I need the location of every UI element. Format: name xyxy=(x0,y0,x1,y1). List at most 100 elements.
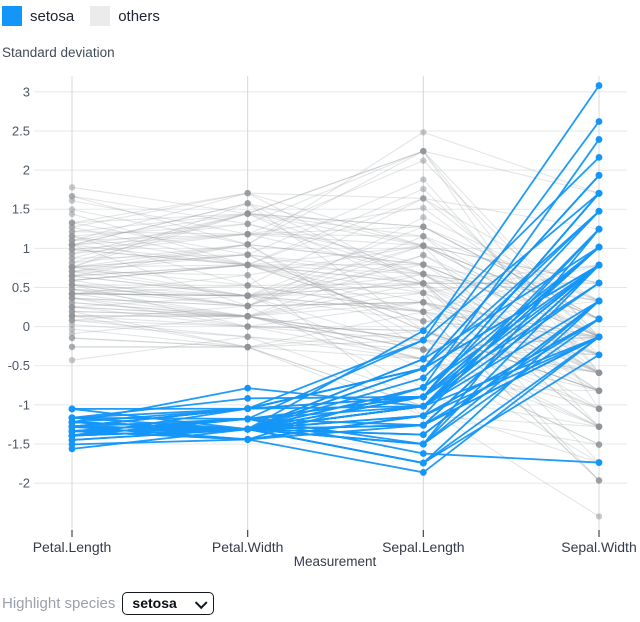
data-line-other xyxy=(71,197,600,302)
highlight-species-select[interactable]: setosa xyxy=(122,591,215,615)
data-line-other xyxy=(71,264,600,338)
data-point-other xyxy=(68,197,76,204)
data-point-setosa xyxy=(419,383,427,391)
data-line-other xyxy=(71,192,600,285)
data-line-other xyxy=(71,243,600,374)
legend-label-others: others xyxy=(118,7,160,25)
data-line-other xyxy=(71,337,600,410)
data-line-other xyxy=(71,131,600,245)
data-line-other xyxy=(71,264,600,374)
data-point-other xyxy=(420,195,427,202)
x-dim-label: Petal.Length xyxy=(33,539,112,555)
data-line-other xyxy=(71,319,600,428)
data-line-other xyxy=(71,310,600,392)
data-point-other xyxy=(244,210,251,217)
data-point-other xyxy=(244,241,251,248)
data-line-other xyxy=(71,274,600,428)
data-line-other xyxy=(71,288,600,338)
data-line-setosa xyxy=(71,210,600,431)
data-point-other xyxy=(68,356,76,364)
x-dim-label: Sepal.Width xyxy=(561,539,636,555)
y-axis-title: Standard deviation xyxy=(2,45,115,60)
data-point-other xyxy=(68,286,76,293)
data-point-other xyxy=(595,423,603,430)
data-point-setosa xyxy=(595,225,603,233)
dimension-axes: Petal.Length Petal.Width Sepal.Length Sepal… xyxy=(33,76,637,555)
data-point-setosa xyxy=(595,333,603,341)
data-line-other xyxy=(71,264,600,338)
data-line-other xyxy=(71,311,600,481)
y-tick-label: 2.5 xyxy=(12,124,30,139)
data-line-other xyxy=(71,150,600,225)
data-point-setosa xyxy=(244,384,252,392)
data-line-other xyxy=(71,245,600,338)
data-line-other xyxy=(71,202,600,374)
data-line-other xyxy=(71,315,600,356)
data-point-setosa xyxy=(244,405,252,413)
data-point-other xyxy=(68,303,76,311)
data-line-setosa xyxy=(71,282,600,433)
data-point-setosa xyxy=(595,153,603,161)
y-tick-label: -0.5 xyxy=(8,358,30,373)
setosa-dots xyxy=(68,82,603,476)
data-line-other xyxy=(71,324,600,446)
data-point-setosa xyxy=(595,315,603,323)
data-point-setosa xyxy=(595,136,603,143)
y-tick-label: 2 xyxy=(23,163,30,178)
data-point-other xyxy=(420,318,427,325)
data-point-setosa xyxy=(419,440,427,448)
data-line-other xyxy=(71,306,600,341)
data-point-other xyxy=(68,184,76,191)
data-point-other xyxy=(68,317,76,324)
data-point-other xyxy=(244,302,251,310)
data-point-other xyxy=(420,289,427,297)
data-line-other xyxy=(71,297,600,410)
data-point-other xyxy=(595,405,603,412)
data-line-setosa xyxy=(71,246,600,424)
data-point-other xyxy=(420,299,427,306)
data-point-other xyxy=(68,325,76,333)
data-line-other xyxy=(71,336,600,428)
data-point-other xyxy=(68,308,76,315)
data-point-other xyxy=(420,176,427,183)
data-point-other xyxy=(244,333,251,340)
data-line-other xyxy=(71,266,600,374)
highlight-species-control: Highlight species setosa xyxy=(2,591,215,615)
data-line-other xyxy=(71,264,600,322)
data-line-other xyxy=(71,310,600,351)
data-point-other xyxy=(68,281,76,289)
data-point-setosa xyxy=(419,421,427,429)
data-line-other xyxy=(71,315,600,464)
data-point-setosa xyxy=(595,261,603,269)
data-line-other xyxy=(71,245,600,320)
data-point-other xyxy=(68,241,76,249)
data-line-other xyxy=(71,254,600,392)
data-line-other xyxy=(71,254,600,392)
data-line-other xyxy=(71,306,600,356)
data-point-setosa xyxy=(419,431,427,439)
data-line-other xyxy=(71,244,600,356)
data-line-setosa xyxy=(71,228,600,441)
data-point-other xyxy=(244,313,251,320)
data-point-other xyxy=(595,477,603,484)
y-tick-label: 0 xyxy=(23,319,30,334)
data-line-other xyxy=(71,292,600,481)
data-line-other xyxy=(71,248,600,338)
data-point-other xyxy=(68,272,76,280)
data-point-other xyxy=(420,280,427,287)
data-point-other xyxy=(420,157,427,164)
data-line-other xyxy=(71,273,600,356)
data-point-other xyxy=(68,259,76,266)
data-point-setosa xyxy=(419,374,427,382)
data-point-setosa xyxy=(419,450,427,457)
data-line-other xyxy=(71,233,600,338)
data-line-other xyxy=(71,310,600,374)
y-tick-label: -1 xyxy=(18,397,30,412)
data-line-other xyxy=(71,213,600,338)
data-point-other xyxy=(420,261,427,268)
data-line-other xyxy=(71,202,600,320)
data-line-other xyxy=(71,243,600,338)
data-line-other xyxy=(71,295,600,338)
data-line-other xyxy=(71,271,600,481)
data-point-setosa xyxy=(68,405,76,413)
